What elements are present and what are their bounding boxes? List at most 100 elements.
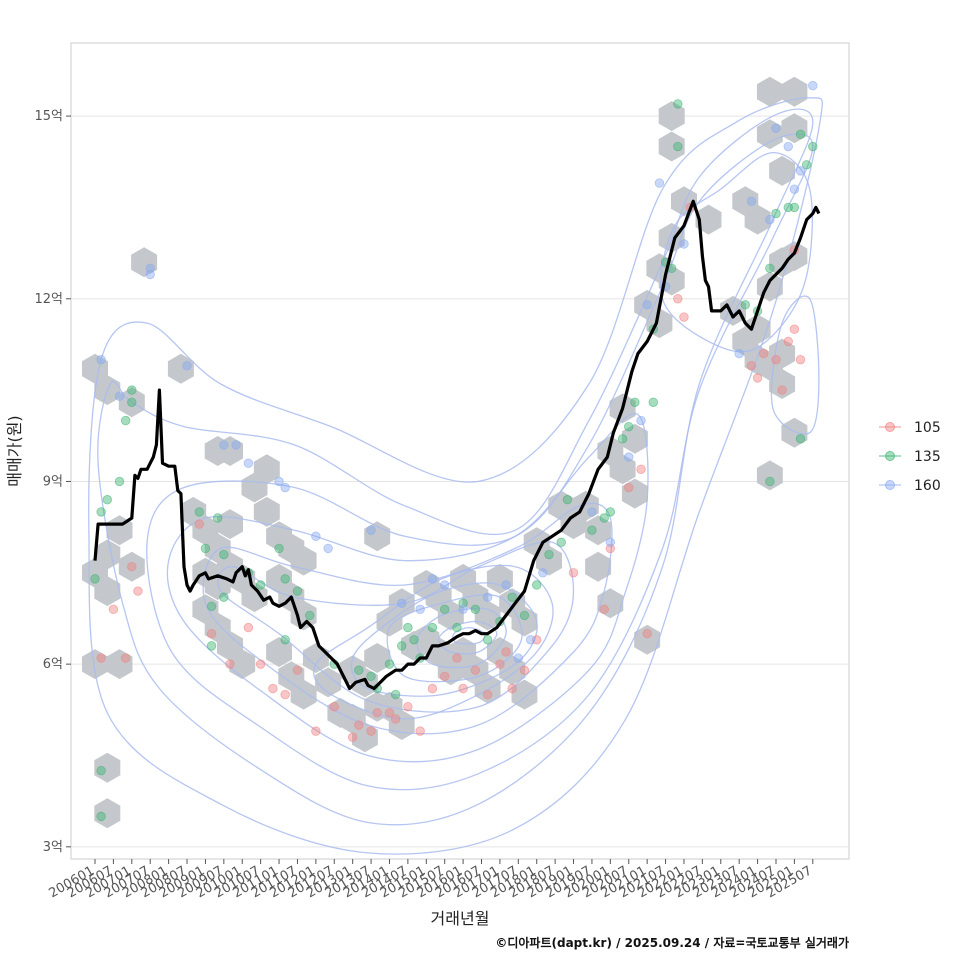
scatter-point-105	[642, 628, 652, 639]
scatter-point-105	[127, 562, 137, 572]
scatter-point-160	[145, 269, 155, 280]
scatter-point-105	[771, 354, 781, 365]
scatter-point-105	[292, 665, 303, 675]
scatter-point-105	[568, 568, 579, 578]
scatter-point-105	[243, 622, 254, 633]
hex-bin	[769, 155, 796, 186]
scatter-point-105	[120, 653, 131, 663]
scatter-point-135	[213, 513, 223, 523]
scatter-point-160	[771, 123, 781, 133]
scatter-point-160	[679, 239, 689, 249]
scatter-point-105	[519, 665, 530, 675]
hex-bin	[609, 454, 636, 485]
scatter-point-160	[501, 580, 511, 590]
scatter-point-105	[133, 586, 143, 596]
scatter-point-105	[783, 336, 793, 347]
scatter-point-105	[789, 324, 800, 334]
scatter-point-135	[673, 141, 683, 152]
legend-label: 135	[914, 449, 941, 465]
scatter-point-135	[127, 385, 137, 395]
scatter-point-160	[182, 361, 192, 371]
scatter-point-135	[532, 580, 542, 590]
scatter-point-105	[329, 702, 339, 712]
density-contour	[350, 582, 538, 697]
scatter-point-135	[765, 476, 775, 487]
scatter-point-105	[673, 294, 683, 304]
scatter-point-105	[452, 653, 462, 663]
scatter-point-105	[501, 647, 511, 657]
scatter-point-135	[789, 202, 800, 213]
scatter-point-135	[808, 141, 818, 152]
density-contour	[452, 626, 486, 645]
hex-bin	[536, 545, 562, 576]
hex-bin	[266, 637, 292, 667]
trend-line-group	[93, 199, 821, 691]
scatter-point-105	[372, 708, 382, 718]
scatter-point-135	[599, 513, 609, 523]
hex-bin	[118, 551, 145, 582]
scatter-point-105	[354, 720, 364, 730]
scatter-point-160	[525, 635, 536, 645]
scatter-point-160	[397, 598, 407, 608]
scatter-point-135	[562, 495, 573, 505]
scatter-point-135	[219, 549, 229, 560]
scatter-point-160	[323, 543, 333, 554]
scatter-point-160	[96, 354, 106, 365]
y-tick-label: 3억	[43, 840, 63, 855]
scatter-point-105	[268, 683, 278, 694]
scatter-point-105	[795, 354, 806, 365]
scatter-point-135	[292, 586, 303, 596]
scatter-point-105	[415, 726, 425, 736]
scatter-point-160	[538, 568, 548, 578]
scatter-point-105	[599, 604, 609, 615]
scatter-point-160	[366, 525, 376, 535]
density-contour	[416, 607, 507, 669]
scatter-point-160	[734, 348, 744, 359]
legend-key-160	[885, 480, 895, 490]
y-tick-label: 9억	[43, 474, 63, 489]
scatter-point-160	[789, 184, 800, 194]
hex-bin	[756, 460, 783, 491]
scatter-point-135	[255, 580, 266, 590]
scatter-point-135	[90, 574, 100, 584]
scatter-point-135	[200, 543, 211, 554]
scatter-point-160	[795, 166, 806, 176]
scatter-point-105	[679, 312, 689, 322]
hex-bin	[597, 588, 624, 619]
hex-bin	[315, 667, 342, 698]
scatter-point-105	[366, 726, 376, 736]
density-contour	[97, 108, 814, 826]
scatter-point-135	[507, 592, 517, 602]
scatter-point-160	[624, 452, 634, 462]
scatter-point-160	[427, 574, 438, 584]
hex-bin	[621, 478, 648, 509]
density-contour	[437, 620, 498, 655]
hex-bin	[756, 76, 783, 107]
hex-bin	[217, 436, 243, 466]
panel-background	[70, 42, 850, 860]
scatter-point-135	[519, 610, 530, 621]
hex-bin	[437, 600, 464, 631]
scatter-point-135	[427, 622, 438, 633]
hex-bin	[756, 119, 783, 150]
scatter-point-135	[544, 549, 554, 560]
hex-bin	[511, 606, 538, 637]
scatter-point-135	[305, 610, 315, 621]
scatter-point-135	[771, 208, 781, 219]
scatter-point-135	[801, 160, 812, 170]
scatter-point-135	[219, 592, 229, 602]
scatter-point-135	[409, 635, 419, 645]
scatter-point-135	[482, 635, 493, 645]
scatter-point-160	[311, 531, 321, 541]
density-contour	[770, 295, 820, 435]
scatter-point-135	[795, 129, 806, 140]
y-axis-title: 매매가(원)	[5, 415, 24, 486]
scatter-point-160	[219, 440, 229, 450]
scatter-point-135	[452, 622, 462, 633]
scatter-point-135	[439, 604, 450, 615]
scatter-point-105	[777, 385, 787, 395]
scatter-point-105	[311, 726, 321, 736]
hex-bin	[585, 551, 612, 582]
scatter-point-160	[513, 653, 524, 663]
